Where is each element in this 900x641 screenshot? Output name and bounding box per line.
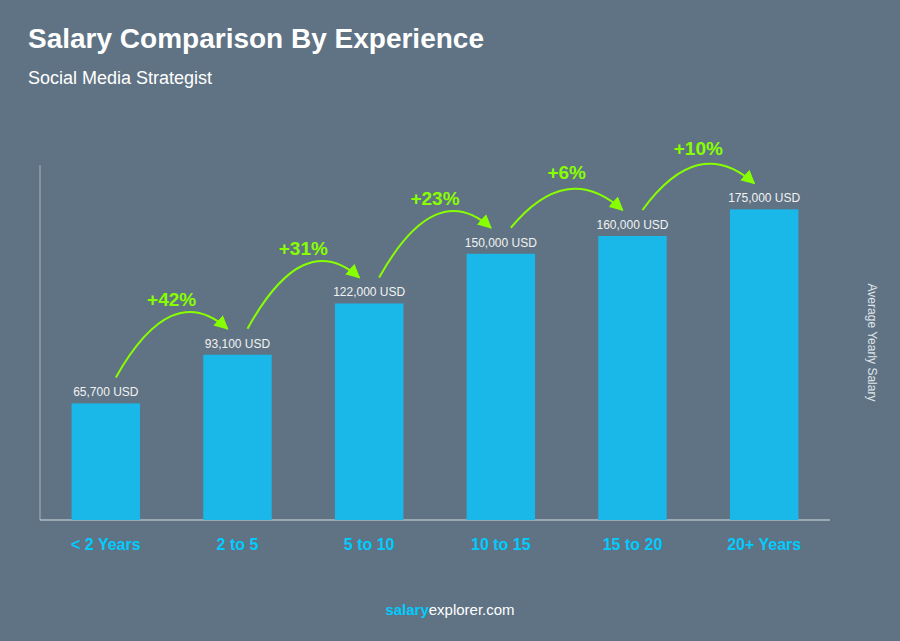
category-label: 20+ Years xyxy=(727,536,801,553)
bar xyxy=(598,236,666,520)
title: Salary Comparison By Experience xyxy=(28,23,484,54)
change-arrow xyxy=(116,312,228,377)
change-arrow xyxy=(511,189,623,228)
bars xyxy=(72,209,799,520)
change-label: +6% xyxy=(547,162,586,183)
y-axis-line xyxy=(40,165,41,520)
chart-svg: Salary Comparison By Experience Social Me… xyxy=(0,0,900,641)
subtitle: Social Media Strategist xyxy=(28,68,212,88)
change-arrow xyxy=(379,211,491,277)
bar xyxy=(72,403,140,520)
change-arrow xyxy=(643,164,755,210)
watermark-part: explorer.com xyxy=(429,601,515,618)
bar xyxy=(730,209,798,520)
change-label: +31% xyxy=(279,238,328,259)
category-label: < 2 Years xyxy=(71,536,141,553)
data-label: 160,000 USD xyxy=(596,218,668,232)
watermark: salaryexplorer.com xyxy=(385,601,514,618)
chart-container: Salary Comparison By Experience Social Me… xyxy=(0,0,900,641)
data-label: 65,700 USD xyxy=(73,385,139,399)
data-label: 93,100 USD xyxy=(205,337,271,351)
category-label: 10 to 15 xyxy=(471,536,531,553)
change-label: +42% xyxy=(147,289,196,310)
y-axis-label: Average Yearly Salary xyxy=(865,284,879,402)
category-label: 15 to 20 xyxy=(603,536,663,553)
change-label: +10% xyxy=(674,138,723,159)
watermark-part: salary xyxy=(385,601,429,618)
background xyxy=(0,0,900,641)
data-label: 122,000 USD xyxy=(333,285,405,299)
bar xyxy=(335,303,403,520)
change-label: +23% xyxy=(410,188,459,209)
bar xyxy=(203,355,271,520)
change-arrow xyxy=(248,261,360,329)
data-label: 150,000 USD xyxy=(465,236,537,250)
category-label: 2 to 5 xyxy=(217,536,259,553)
category-label: 5 to 10 xyxy=(344,536,395,553)
data-label: 175,000 USD xyxy=(728,191,800,205)
bar xyxy=(467,254,535,520)
x-axis-line xyxy=(40,520,830,521)
